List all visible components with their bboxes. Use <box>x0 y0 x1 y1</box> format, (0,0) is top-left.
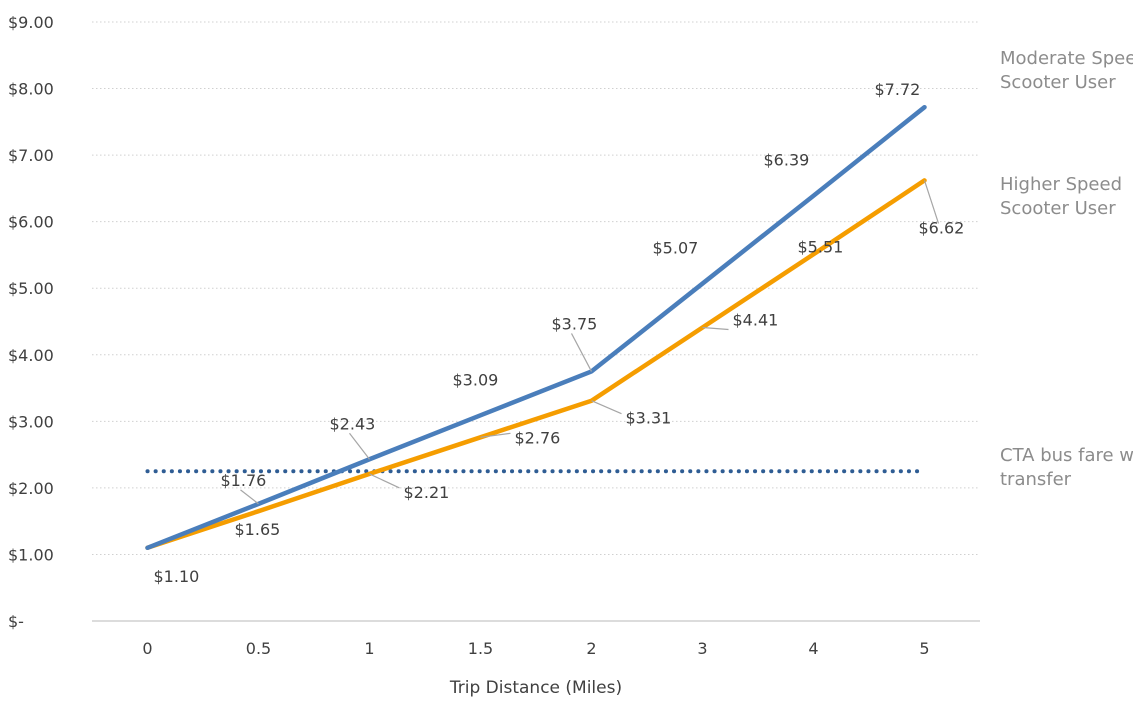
y-tick-label: $5.00 <box>8 279 54 298</box>
y-tick-label: $1.00 <box>8 545 54 564</box>
y-tick-label: $2.00 <box>8 479 54 498</box>
data-label-leader <box>349 432 370 460</box>
data-label: $5.07 <box>653 239 699 258</box>
series-name-label: CTA bus fare w/otransfer <box>1000 445 1133 490</box>
series-name-label: Higher Speed Scooter User <box>1000 174 1122 219</box>
data-label: $2.21 <box>404 483 450 502</box>
series-name-label: Moderate Speed Scooter User <box>1000 48 1133 93</box>
series-line-1 <box>145 178 927 551</box>
data-label-leader <box>480 432 511 438</box>
data-label-leaders <box>240 180 940 505</box>
y-tick-label: $9.00 <box>8 13 54 32</box>
x-tick-label: 0 <box>142 639 152 658</box>
data-label: $5.51 <box>798 237 844 256</box>
y-tick-label: $3.00 <box>8 412 54 431</box>
gridlines <box>92 21 980 622</box>
x-tick-label: 4 <box>808 639 818 658</box>
y-tick-label: $4.00 <box>8 346 54 365</box>
x-tick-label: 3 <box>697 639 707 658</box>
data-label-leader <box>570 333 593 372</box>
data-label: $1.65 <box>235 520 281 539</box>
series-name-labels: Moderate Speed Scooter User Higher Speed Sc… <box>1000 48 1133 490</box>
x-tick-label: 5 <box>919 639 929 658</box>
data-label: $3.09 <box>453 370 499 389</box>
y-tick-label: $7.00 <box>8 146 54 165</box>
data-label: $2.43 <box>330 414 376 433</box>
x-axis-title: Trip Distance (Miles) <box>449 678 622 698</box>
data-labels: $1.76 $2.43 $3.09 $3.75 $5.07 $6.39 $7.72 $1.10… <box>154 80 965 586</box>
data-label: $1.76 <box>221 471 267 490</box>
data-label-leader <box>702 326 729 331</box>
x-tick-label: 0.5 <box>246 639 271 658</box>
data-label: $7.72 <box>875 80 921 99</box>
y-tick-label: $- <box>8 612 24 631</box>
data-label: $1.10 <box>154 567 200 586</box>
data-label: $6.62 <box>919 218 965 237</box>
y-axis-tick-labels: $- $1.00 $2.00 $3.00 $4.00 $5.00 $6.00 $7.00 $8.… <box>8 13 54 631</box>
series-line-0 <box>145 104 927 551</box>
y-tick-label: $6.00 <box>8 213 54 232</box>
data-label: $6.39 <box>764 151 810 170</box>
data-label: $2.76 <box>515 428 561 447</box>
x-tick-label: 1 <box>364 639 374 658</box>
data-label-leader <box>591 400 622 415</box>
data-label: $3.75 <box>552 314 598 333</box>
data-label: $4.41 <box>733 310 779 329</box>
series-lines <box>145 104 927 551</box>
x-axis-tick-labels: 0 0.5 1 1.5 2 3 4 5 <box>142 639 929 658</box>
data-label-leader <box>369 473 400 489</box>
data-label-leader <box>240 489 259 505</box>
x-tick-label: 1.5 <box>468 639 493 658</box>
y-tick-label: $8.00 <box>8 80 54 99</box>
x-tick-label: 2 <box>586 639 596 658</box>
data-label-leader <box>923 180 940 224</box>
data-label: $3.31 <box>626 409 672 428</box>
